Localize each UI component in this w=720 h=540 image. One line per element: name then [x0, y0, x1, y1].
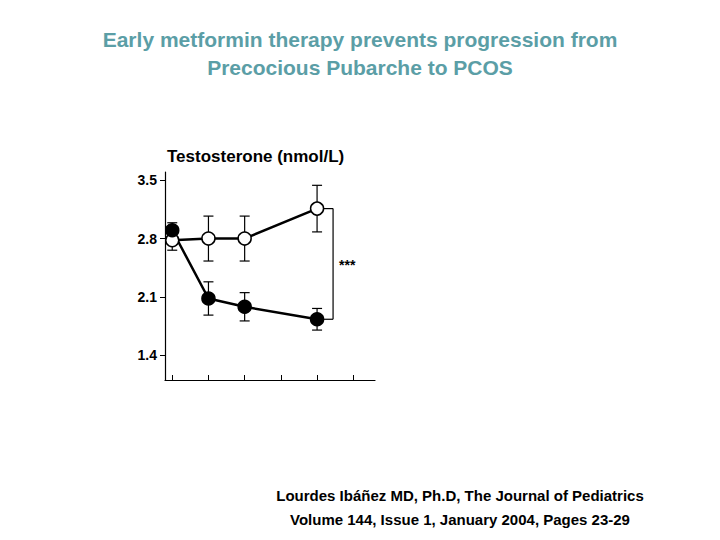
svg-text:Early metformin therapy preven: Early metformin therapy prevents progres…: [103, 28, 618, 51]
svg-text:Testosterone (nmol/L): Testosterone (nmol/L): [167, 147, 344, 166]
svg-text:2.1: 2.1: [138, 289, 158, 305]
svg-text:Lourdes Ibáñez MD, Ph.D, The J: Lourdes Ibáñez MD, Ph.D, The Journal of …: [276, 487, 644, 504]
svg-text:1.4: 1.4: [138, 347, 158, 363]
svg-text:3.5: 3.5: [138, 172, 158, 188]
svg-text:***: ***: [339, 257, 356, 273]
svg-text:Precocious Pubarche to PCOS: Precocious Pubarche to PCOS: [207, 56, 513, 79]
svg-text:Volume 144, Issue 1, January 2: Volume 144, Issue 1, January 2004, Pages…: [290, 511, 630, 528]
svg-text:2.8: 2.8: [138, 231, 158, 247]
